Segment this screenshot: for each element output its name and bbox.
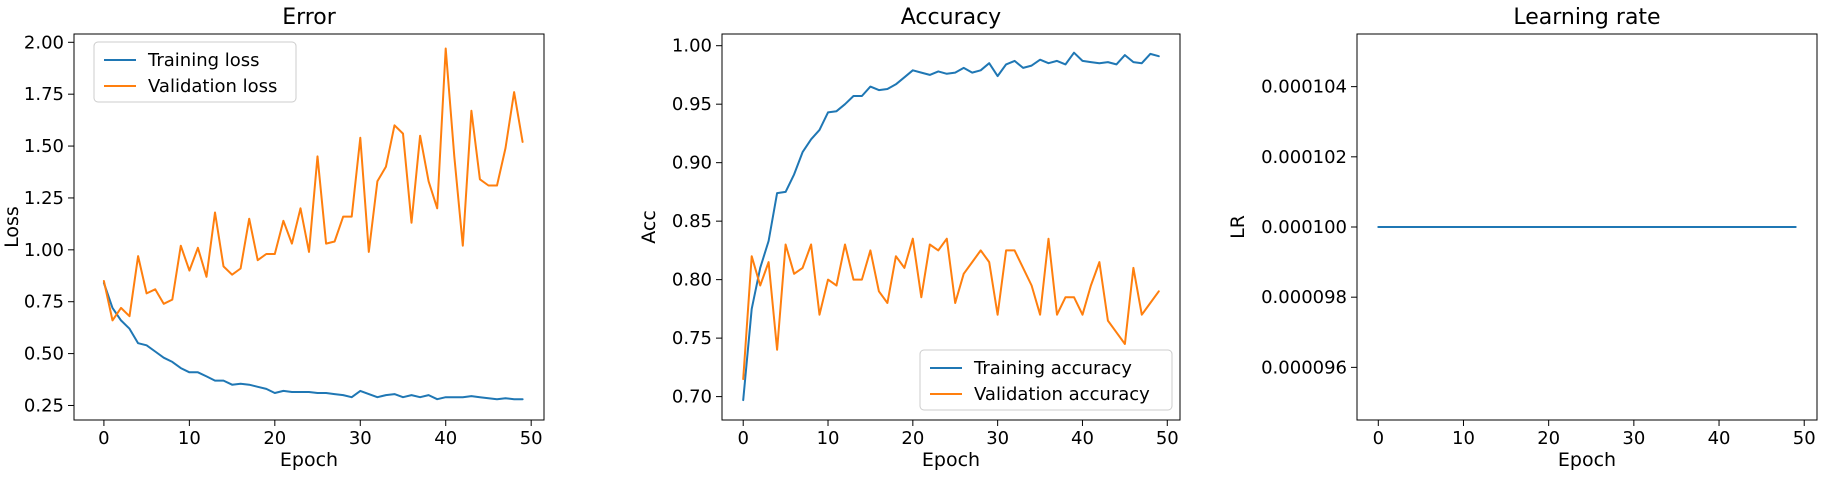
axes-frame [1356,33,1818,421]
x-tick-label: 0 [737,428,748,449]
x-axis-label: Epoch [922,449,980,471]
y-tick-label: 0.50 [24,344,64,365]
training-accuracy-line [742,51,1160,402]
x-axis-label: Epoch [1558,449,1616,471]
legend-box [919,349,1173,411]
x-tick-label: 10 [817,428,840,449]
x-axis-ticks: 0 10 20 30 40 50 [98,420,543,449]
y-tick-label: 0.80 [672,270,712,291]
y-tick-label: 1.50 [24,136,64,157]
y-tick-label: 0.25 [24,395,64,416]
x-tick-label: 30 [1622,428,1645,449]
x-tick-label: 30 [349,428,372,449]
y-tick-label: 0.85 [672,211,712,232]
x-tick-label: 50 [1793,428,1816,449]
legend-label: Validation accuracy [974,384,1150,405]
x-axis-ticks: 0 10 20 30 40 50 [1373,420,1816,449]
x-tick-label: 40 [434,428,457,449]
y-tick-label: 0.000100 [1261,217,1347,238]
y-axis-ticks: 0.25 0.50 0.75 1.00 1.25 1.50 1.75 2.00 [24,32,74,416]
axes-frame [73,33,545,421]
chart-title: Accuracy [901,5,1001,30]
y-tick-label: 0.90 [672,153,712,174]
y-axis-ticks: 0.70 0.75 0.80 0.85 0.90 0.95 1.00 [672,36,722,408]
y-tick-label: 0.75 [672,328,712,349]
y-axis-ticks: 0.000096 0.000098 0.000100 0.000102 0.000104 [1261,77,1357,378]
x-tick-label: 20 [1537,428,1560,449]
x-tick-label: 0 [98,428,109,449]
plot-area [102,47,524,401]
y-tick-label: 0.000096 [1261,357,1347,378]
x-tick-label: 50 [520,428,543,449]
y-tick-label: 1.25 [24,188,64,209]
y-tick-label: 0.75 [24,292,64,313]
learning-rate-chart: Learning rate Epoch LR 0 10 20 30 40 50 0.000… [1227,5,1818,471]
legend-box [93,41,297,103]
y-axis-label: Loss [1,206,23,248]
accuracy-chart: Accuracy Epoch Acc 0 10 20 30 40 50 0.700.750… [638,5,1181,471]
x-tick-label: 10 [178,428,201,449]
y-tick-label: 0.000104 [1261,77,1347,98]
legend-label: Validation loss [148,76,277,97]
y-tick-label: 1.75 [24,84,64,105]
y-tick-label: 2.00 [24,32,64,53]
x-tick-label: 30 [986,428,1009,449]
legend: Training accuracy Validation accuracy [919,349,1173,411]
error-chart: Error Epoch Loss 0 10 20 30 40 50 0.25 0.50 0.7… [1,5,545,471]
axes-frame [721,33,1181,421]
y-tick-label: 0.95 [672,94,712,115]
x-tick-label: 0 [1373,428,1384,449]
legend-label: Training loss [147,50,260,71]
x-axis-label: Epoch [280,449,338,471]
legend-label: Training accuracy [973,358,1132,379]
x-tick-label: 40 [1071,428,1094,449]
x-tick-label: 50 [1156,428,1179,449]
y-tick-label: 0.000098 [1261,287,1347,308]
plot-area [742,51,1160,402]
chart-title: Learning rate [1513,5,1660,30]
x-axis-ticks: 0 10 20 30 40 50 [737,420,1179,449]
chart-title: Error [282,5,337,30]
x-tick-label: 40 [1708,428,1731,449]
legend: Training loss Validation loss [93,41,297,103]
validation-loss-line [102,47,524,322]
validation-accuracy-line [742,237,1160,381]
x-tick-label: 10 [1452,428,1475,449]
y-tick-label: 0.000102 [1261,147,1347,168]
training-loss-line [102,282,524,401]
y-tick-label: 0.70 [672,387,712,408]
y-tick-label: 1.00 [672,36,712,57]
y-tick-label: 1.00 [24,240,64,261]
y-axis-label: Acc [638,210,660,244]
x-tick-label: 20 [263,428,286,449]
y-axis-label: LR [1227,215,1249,239]
x-tick-label: 20 [901,428,924,449]
